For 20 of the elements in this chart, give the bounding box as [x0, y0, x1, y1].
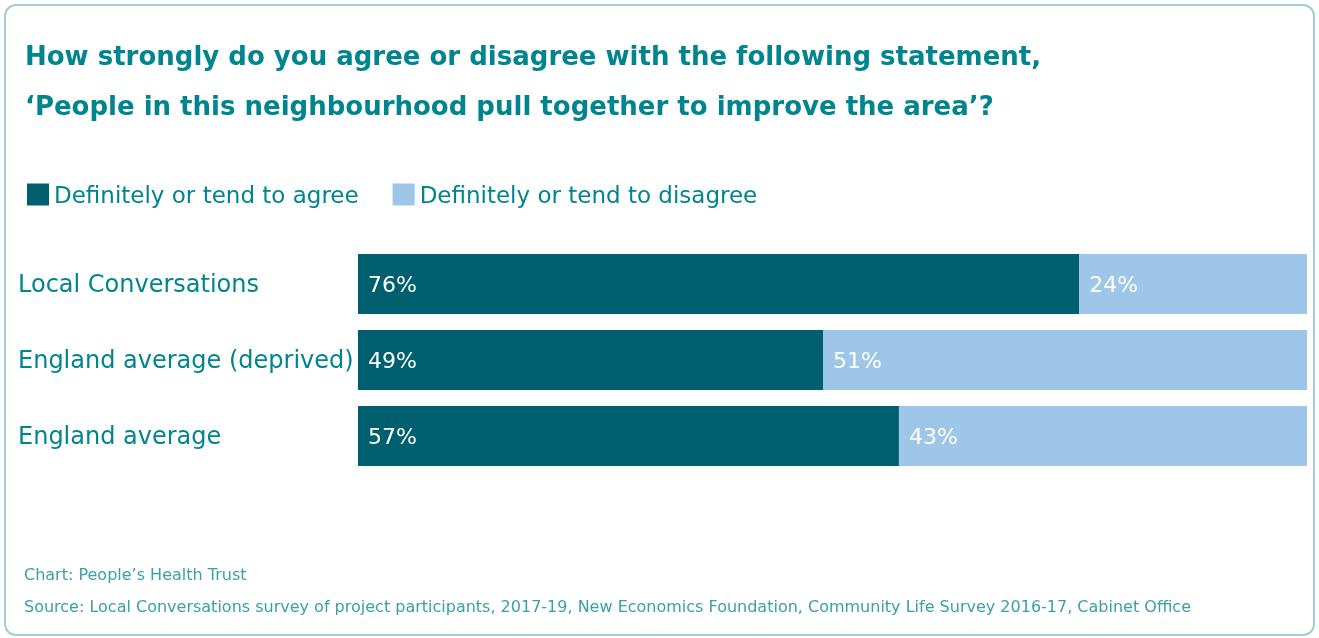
y-tick-label: Local Conversations [18, 270, 260, 298]
data-label: 76% [368, 271, 417, 297]
data-label: 51% [833, 347, 882, 373]
bar [358, 330, 824, 390]
data-label: 43% [908, 423, 958, 449]
bar [1079, 254, 1307, 314]
bar [898, 406, 1307, 466]
y-tick-label: England average [18, 422, 222, 450]
bar [358, 254, 1080, 314]
chart-title: How strongly do you agree or disagree with the following statement, ‘People in this neighbourhood pull together to improve the area’? [25, 41, 1051, 121]
bar [823, 330, 1307, 390]
legend-label: Definitely or tend to agree [54, 181, 359, 208]
source-note: Source: Local Conversations survey of project participants, 2017-19, New Economics Foundation, Community Life Survey 2016-17, Cabinet Office [24, 596, 1191, 616]
y-tick-label: England average (deprived) [18, 346, 354, 374]
text: Chart: People’s Health Trust [24, 564, 247, 584]
data-label: 24% [1089, 271, 1139, 297]
data-label: 49% [368, 347, 417, 373]
legend-label: Definitely or tend to disagree [419, 181, 758, 208]
data-label: 57% [368, 423, 417, 449]
bar [358, 406, 899, 466]
